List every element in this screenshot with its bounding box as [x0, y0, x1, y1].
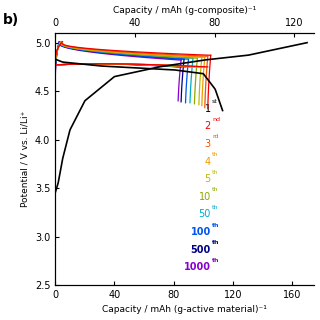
- Text: 4: 4: [204, 156, 211, 166]
- Text: rd: rd: [212, 134, 219, 139]
- Text: nd: nd: [212, 117, 220, 122]
- X-axis label: Capacity / mAh (g-active material)⁻¹: Capacity / mAh (g-active material)⁻¹: [102, 306, 267, 315]
- Text: th: th: [212, 240, 220, 245]
- Text: 3: 3: [204, 139, 211, 149]
- Text: 10: 10: [198, 192, 211, 202]
- Text: th: th: [212, 258, 220, 263]
- Text: 50: 50: [198, 210, 211, 220]
- Text: 500: 500: [190, 245, 211, 255]
- Text: b): b): [3, 13, 20, 27]
- Text: 2: 2: [204, 121, 211, 131]
- Text: 5: 5: [204, 174, 211, 184]
- Text: st: st: [212, 99, 218, 104]
- Text: 100: 100: [190, 227, 211, 237]
- Text: th: th: [212, 205, 219, 210]
- Text: th: th: [212, 222, 220, 228]
- Text: th: th: [212, 170, 219, 175]
- X-axis label: Capacity / mAh (g-composite)⁻¹: Capacity / mAh (g-composite)⁻¹: [113, 5, 256, 14]
- Text: 1: 1: [204, 104, 211, 114]
- Text: th: th: [212, 187, 219, 192]
- Text: 1000: 1000: [184, 262, 211, 272]
- Text: th: th: [212, 152, 219, 157]
- Y-axis label: Potential / V vs. Li/Li⁺: Potential / V vs. Li/Li⁺: [20, 111, 29, 207]
